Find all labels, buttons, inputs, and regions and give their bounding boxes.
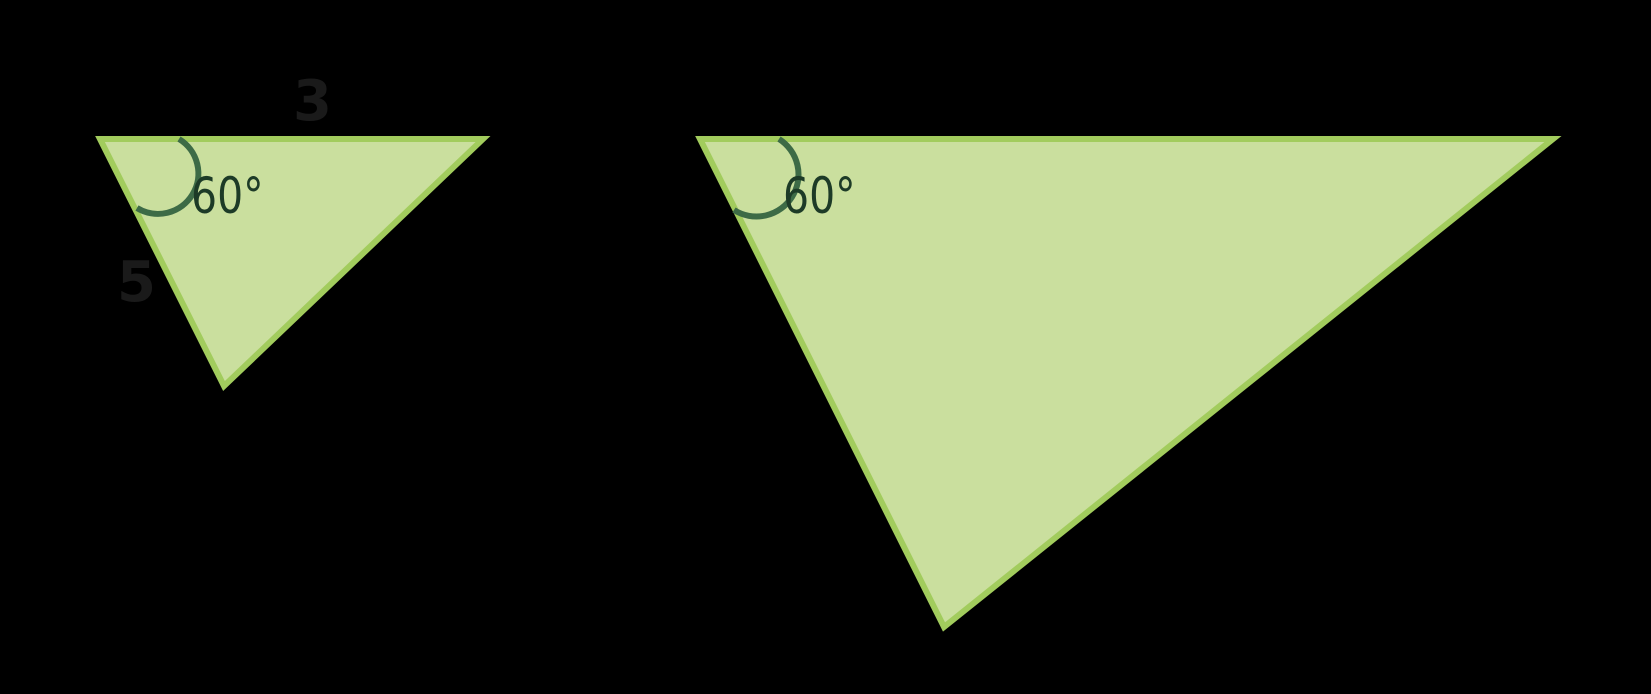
small-triangle-angle-arc <box>135 136 202 217</box>
large-triangle-angle-label: 60° <box>783 167 856 225</box>
small-triangle: 60° 3 5 <box>95 69 491 391</box>
large-triangle: 60° <box>695 136 1562 632</box>
large-triangle-shape <box>695 136 1562 632</box>
large-triangle-angle-arc <box>732 136 802 220</box>
small-triangle-left-side-label: 5 <box>117 250 156 315</box>
small-triangle-top-side-label: 3 <box>293 69 332 134</box>
small-triangle-shape <box>95 136 491 391</box>
small-triangle-angle-label: 60° <box>191 167 264 225</box>
